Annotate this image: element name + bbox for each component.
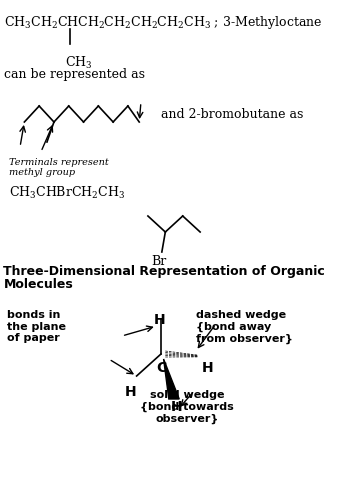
Text: Three-Dimensional Representation of Organic: Three-Dimensional Representation of Orga… — [4, 264, 325, 277]
Text: $\mathregular{CH_3}$: $\mathregular{CH_3}$ — [65, 55, 93, 71]
Text: $\mathregular{CH_3CHBrCH_2CH_3}$: $\mathregular{CH_3CHBrCH_2CH_3}$ — [9, 185, 125, 201]
Text: Br: Br — [151, 254, 167, 267]
Text: C: C — [156, 360, 166, 374]
Text: solid wedge
{bond towards
observer}: solid wedge {bond towards observer} — [140, 389, 234, 423]
Text: and 2-bromobutane as: and 2-bromobutane as — [161, 108, 303, 121]
Text: H: H — [202, 360, 214, 374]
Text: H: H — [171, 399, 182, 413]
Text: $\mathregular{CH_3CH_2CHCH_2CH_2CH_2CH_2CH_3}$ ; 3-Methyloctane: $\mathregular{CH_3CH_2CHCH_2CH_2CH_2CH_2… — [4, 14, 323, 31]
Text: can be represented as: can be represented as — [4, 68, 145, 81]
Text: H: H — [125, 384, 136, 398]
Text: Terminals represent
methyl group: Terminals represent methyl group — [9, 157, 108, 177]
Text: dashed wedge
{bond away
from observer}: dashed wedge {bond away from observer} — [196, 309, 293, 343]
Text: bonds in
the plane
of paper: bonds in the plane of paper — [7, 309, 66, 343]
Polygon shape — [164, 359, 179, 399]
Text: H: H — [154, 312, 165, 326]
Text: Molecules: Molecules — [4, 277, 73, 290]
